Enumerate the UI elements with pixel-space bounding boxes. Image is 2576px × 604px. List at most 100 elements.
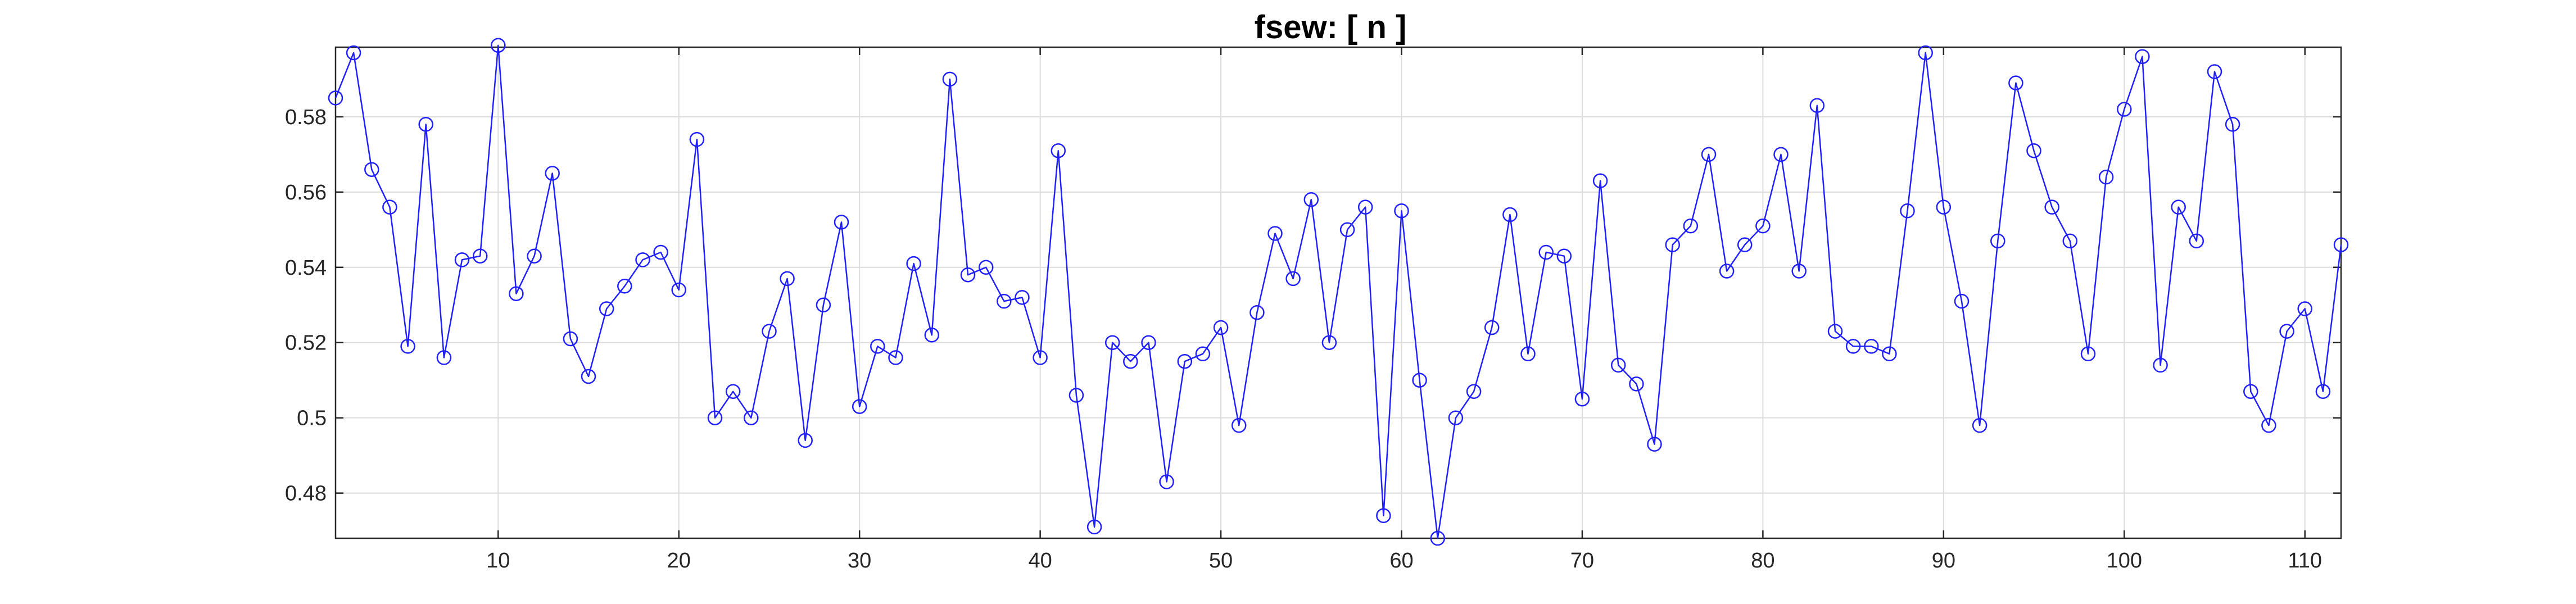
data-point-marker <box>1882 346 1897 362</box>
data-point-marker <box>780 271 795 287</box>
data-point-marker <box>1303 192 1319 207</box>
data-point-marker <box>382 199 397 215</box>
data-point-marker <box>1719 264 1735 279</box>
data-point-marker <box>1213 320 1229 335</box>
data-point-marker <box>1015 290 1030 305</box>
data-point-marker <box>1592 173 1608 189</box>
data-point-marker <box>1123 353 1138 369</box>
data-point-marker <box>527 248 542 264</box>
data-point-marker <box>762 324 777 339</box>
data-point-marker <box>1141 335 1156 350</box>
y-tick-label: 0.5 <box>297 407 327 430</box>
data-point-marker <box>960 267 976 283</box>
data-point-marker <box>1647 437 1662 452</box>
data-point-marker <box>1773 147 1789 162</box>
data-point-marker <box>1069 388 1084 403</box>
data-point-marker <box>364 162 379 177</box>
data-point-marker <box>2333 237 2349 252</box>
data-point-marker <box>2225 117 2240 132</box>
x-tick-label: 100 <box>2107 549 2142 573</box>
data-point-marker <box>870 339 885 354</box>
data-point-marker <box>617 279 632 294</box>
tick-marks <box>336 47 2341 538</box>
data-point-marker <box>1900 203 1915 219</box>
data-point-marker <box>2315 384 2331 399</box>
data-point-marker <box>2207 64 2222 79</box>
data-point-marker <box>1629 376 1644 392</box>
data-point-marker <box>491 38 506 53</box>
data-point-marker <box>1827 324 1843 339</box>
y-tick-label: 0.52 <box>285 331 327 355</box>
data-point-marker <box>978 260 994 275</box>
data-point-marker <box>1556 248 1572 264</box>
data-point-marker <box>1484 320 1500 335</box>
data-point-marker <box>400 339 415 354</box>
series <box>328 38 2349 546</box>
x-tick-label: 60 <box>1389 549 1413 573</box>
data-point-marker <box>328 90 343 106</box>
data-point-marker <box>545 166 560 181</box>
data-point-marker <box>2026 143 2041 158</box>
data-point-marker <box>1104 335 1120 350</box>
data-point-marker <box>1755 218 1771 234</box>
data-point-marker <box>653 244 668 260</box>
data-point-marker <box>346 45 361 61</box>
data-point-marker <box>1737 237 1753 252</box>
data-point-marker <box>1972 417 1988 433</box>
data-point-marker <box>1086 519 1102 535</box>
y-tick-label: 0.56 <box>285 181 327 205</box>
data-point-marker <box>1791 264 1807 279</box>
data-point-marker <box>436 350 452 365</box>
data-point-marker <box>1954 293 1970 309</box>
data-point-marker <box>1376 508 1391 524</box>
data-point-marker <box>1285 271 1301 287</box>
data-point-marker <box>1538 244 1554 260</box>
data-point-marker <box>563 331 578 347</box>
y-tick-label: 0.58 <box>285 106 327 129</box>
x-tick-label: 20 <box>667 549 691 573</box>
data-point-marker <box>997 293 1012 309</box>
x-tick-label: 10 <box>486 549 510 573</box>
data-point-marker <box>1665 237 1680 252</box>
data-point-marker <box>1412 373 1427 388</box>
data-point-marker <box>906 256 921 271</box>
plot-area <box>336 47 2341 538</box>
data-point-marker <box>1339 222 1355 238</box>
x-tick-label: 110 <box>2288 549 2322 573</box>
data-point-marker <box>1918 45 1933 61</box>
data-point-marker <box>2008 75 2023 90</box>
data-point-marker <box>2243 384 2258 399</box>
x-tick-label: 90 <box>1932 549 1955 573</box>
data-point-marker <box>509 286 524 301</box>
data-point-marker <box>1466 384 1482 399</box>
grid <box>336 47 2341 538</box>
data-point-marker <box>454 252 470 267</box>
data-point-marker <box>816 297 831 313</box>
data-point-marker <box>2044 199 2059 215</box>
data-point-marker <box>888 350 903 365</box>
data-point-marker <box>1448 410 1464 425</box>
data-point-marker <box>798 433 813 448</box>
data-point-marker <box>1033 350 1048 365</box>
data-point-marker <box>1936 199 1952 215</box>
data-point-marker <box>1502 207 1518 222</box>
data-point-marker <box>2153 357 2168 373</box>
x-tick-label: 30 <box>848 549 871 573</box>
data-point-marker <box>2261 417 2276 433</box>
data-point-marker <box>2135 49 2150 64</box>
y-tick-label: 0.54 <box>285 256 327 280</box>
data-point-marker <box>2062 233 2078 249</box>
x-tick-label: 40 <box>1028 549 1052 573</box>
data-point-marker <box>635 252 650 267</box>
data-point-marker <box>1520 346 1536 362</box>
data-point-marker <box>581 369 596 384</box>
data-point-marker <box>2279 324 2294 339</box>
data-point-marker <box>418 117 433 132</box>
data-point-marker <box>834 215 849 230</box>
data-point-marker <box>942 71 958 87</box>
data-point-marker <box>744 410 759 425</box>
axes-box <box>334 46 2342 539</box>
data-point-marker <box>924 328 940 343</box>
y-tick-label: 0.48 <box>285 482 327 506</box>
